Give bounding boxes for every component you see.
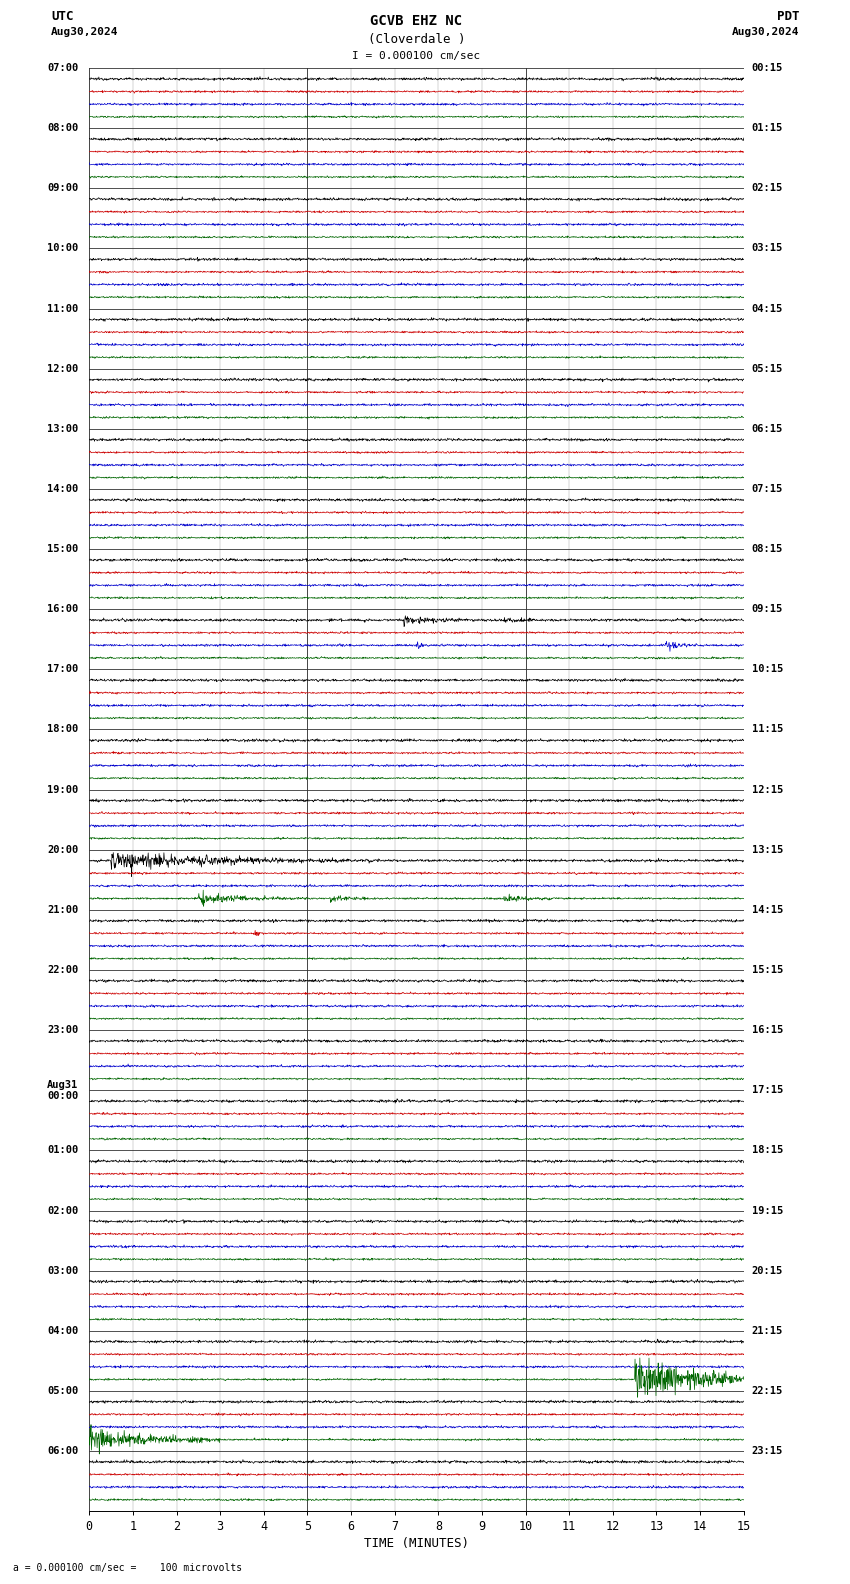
Text: 07:15: 07:15: [751, 485, 783, 494]
Text: a = 0.000100 cm/sec =    100 microvolts: a = 0.000100 cm/sec = 100 microvolts: [13, 1563, 242, 1573]
Text: 10:00: 10:00: [47, 244, 78, 253]
Text: PDT: PDT: [777, 10, 799, 22]
Text: 15:00: 15:00: [47, 545, 78, 554]
Text: 06:00: 06:00: [47, 1446, 78, 1456]
Text: 13:00: 13:00: [47, 425, 78, 434]
Text: 06:15: 06:15: [751, 425, 783, 434]
Text: 18:00: 18:00: [47, 724, 78, 735]
Text: 11:15: 11:15: [751, 724, 783, 735]
Text: 15:15: 15:15: [751, 965, 783, 976]
Text: 22:00: 22:00: [47, 965, 78, 976]
Text: 22:15: 22:15: [751, 1386, 783, 1396]
Text: 08:15: 08:15: [751, 545, 783, 554]
Text: 01:15: 01:15: [751, 124, 783, 133]
Text: 04:15: 04:15: [751, 304, 783, 314]
Text: Aug30,2024: Aug30,2024: [732, 27, 799, 36]
Text: 12:15: 12:15: [751, 784, 783, 795]
Text: 12:00: 12:00: [47, 364, 78, 374]
Text: 00:15: 00:15: [751, 63, 783, 73]
Text: 19:00: 19:00: [47, 784, 78, 795]
Text: 02:15: 02:15: [751, 184, 783, 193]
Text: 09:00: 09:00: [47, 184, 78, 193]
Text: 14:00: 14:00: [47, 485, 78, 494]
Text: 14:15: 14:15: [751, 904, 783, 916]
Text: 16:00: 16:00: [47, 604, 78, 615]
Text: 05:00: 05:00: [47, 1386, 78, 1396]
Text: 21:00: 21:00: [47, 904, 78, 916]
Text: 13:15: 13:15: [751, 844, 783, 855]
Text: I = 0.000100 cm/sec: I = 0.000100 cm/sec: [353, 51, 480, 60]
Text: 01:00: 01:00: [47, 1145, 78, 1155]
X-axis label: TIME (MINUTES): TIME (MINUTES): [364, 1538, 469, 1551]
Text: 07:00: 07:00: [47, 63, 78, 73]
Text: 20:00: 20:00: [47, 844, 78, 855]
Text: 11:00: 11:00: [47, 304, 78, 314]
Text: 19:15: 19:15: [751, 1205, 783, 1215]
Text: 10:15: 10:15: [751, 664, 783, 675]
Text: 08:00: 08:00: [47, 124, 78, 133]
Text: Aug30,2024: Aug30,2024: [51, 27, 118, 36]
Text: 17:15: 17:15: [751, 1085, 783, 1095]
Text: 20:15: 20:15: [751, 1266, 783, 1275]
Text: 21:15: 21:15: [751, 1326, 783, 1335]
Text: 02:00: 02:00: [47, 1205, 78, 1215]
Text: GCVB EHZ NC: GCVB EHZ NC: [371, 14, 462, 29]
Text: 05:15: 05:15: [751, 364, 783, 374]
Text: 17:00: 17:00: [47, 664, 78, 675]
Text: 18:15: 18:15: [751, 1145, 783, 1155]
Text: 09:15: 09:15: [751, 604, 783, 615]
Text: 04:00: 04:00: [47, 1326, 78, 1335]
Text: Aug31
00:00: Aug31 00:00: [47, 1080, 78, 1101]
Text: 03:00: 03:00: [47, 1266, 78, 1275]
Text: (Cloverdale ): (Cloverdale ): [368, 33, 465, 46]
Text: 23:00: 23:00: [47, 1025, 78, 1034]
Text: UTC: UTC: [51, 10, 73, 22]
Text: 16:15: 16:15: [751, 1025, 783, 1034]
Text: 03:15: 03:15: [751, 244, 783, 253]
Text: 23:15: 23:15: [751, 1446, 783, 1456]
